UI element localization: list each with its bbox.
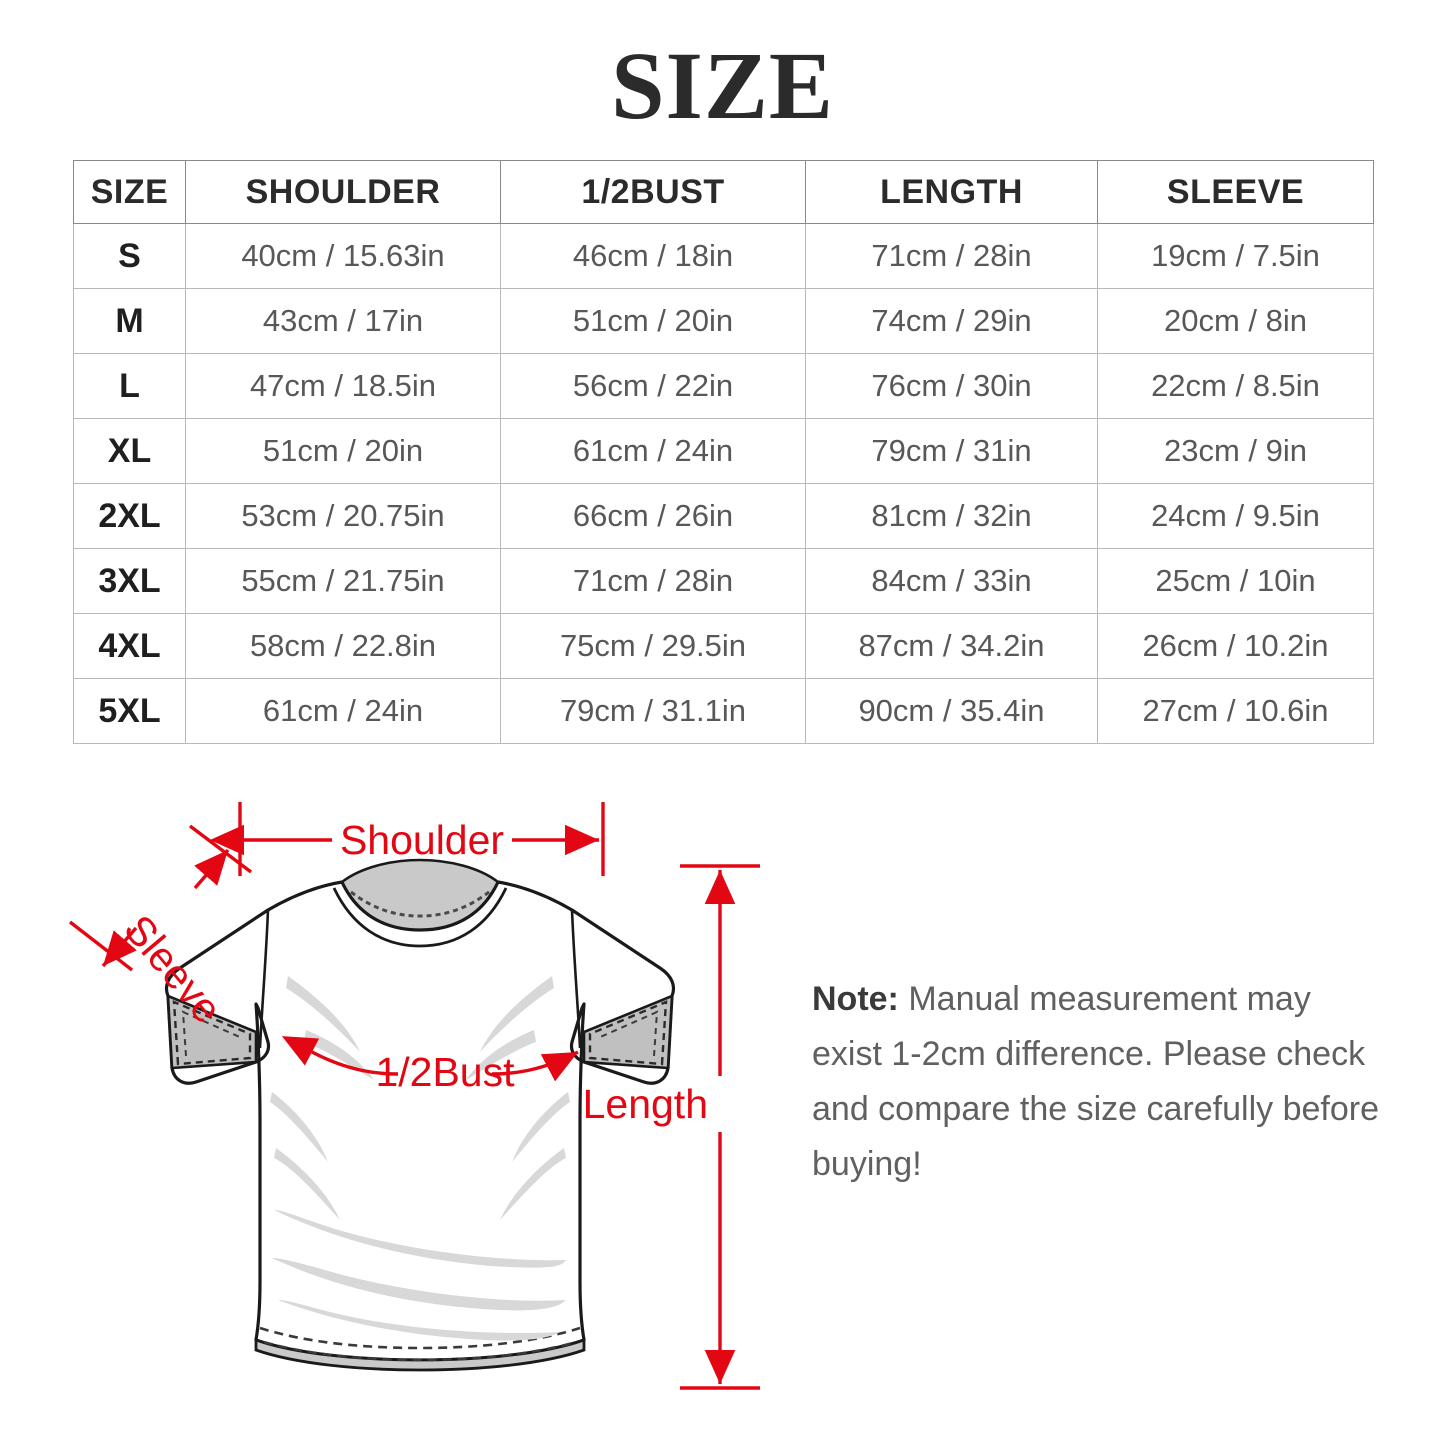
column-header-bust: 1/2BUST xyxy=(500,160,806,224)
cell-sleeve: 19cm / 7.5in xyxy=(1097,223,1374,289)
table-row: XL 51cm / 20in 61cm / 24in 79cm / 31in 2… xyxy=(73,418,1374,484)
bust-measurement-annotation: 1/2Bust xyxy=(281,1036,579,1095)
cell-sleeve: 23cm / 9in xyxy=(1097,418,1374,484)
table-row: 2XL 53cm / 20.75in 66cm / 26in 81cm / 32… xyxy=(73,483,1374,549)
cell-sleeve: 22cm / 8.5in xyxy=(1097,353,1374,419)
column-header-size: SIZE xyxy=(73,160,186,224)
cell-sleeve: 25cm / 10in xyxy=(1097,548,1374,614)
table-row: M 43cm / 17in 51cm / 20in 74cm / 29in 20… xyxy=(73,288,1374,354)
size-chart-table: SIZE SHOULDER 1/2BUST LENGTH SLEEVE S 40… xyxy=(73,160,1374,744)
cell-shoulder: 58cm / 22.8in xyxy=(185,613,501,679)
table-header-row: SIZE SHOULDER 1/2BUST LENGTH SLEEVE xyxy=(73,160,1374,224)
cell-bust: 66cm / 26in xyxy=(500,483,806,549)
cell-shoulder: 47cm / 18.5in xyxy=(185,353,501,419)
cell-bust: 71cm / 28in xyxy=(500,548,806,614)
cell-size: L xyxy=(73,353,186,419)
table-row: 3XL 55cm / 21.75in 71cm / 28in 84cm / 33… xyxy=(73,548,1374,614)
note-text: Manual measurement may exist 1-2cm diffe… xyxy=(812,980,1379,1184)
bust-label: 1/2Bust xyxy=(375,1049,515,1095)
cell-sleeve: 24cm / 9.5in xyxy=(1097,483,1374,549)
cell-length: 79cm / 31in xyxy=(805,418,1098,484)
cell-bust: 79cm / 31.1in xyxy=(500,678,806,744)
cell-length: 76cm / 30in xyxy=(805,353,1098,419)
length-label: Length xyxy=(583,1081,708,1127)
cell-sleeve: 27cm / 10.6in xyxy=(1097,678,1374,744)
cell-size: 2XL xyxy=(73,483,186,549)
cell-size: XL xyxy=(73,418,186,484)
tshirt-illustration xyxy=(164,858,676,1372)
cell-shoulder: 51cm / 20in xyxy=(185,418,501,484)
column-header-shoulder: SHOULDER xyxy=(185,160,501,224)
cell-bust: 61cm / 24in xyxy=(500,418,806,484)
cell-length: 87cm / 34.2in xyxy=(805,613,1098,679)
cell-shoulder: 55cm / 21.75in xyxy=(185,548,501,614)
cell-size: 5XL xyxy=(73,678,186,744)
cell-shoulder: 43cm / 17in xyxy=(185,288,501,354)
cell-length: 84cm / 33in xyxy=(805,548,1098,614)
column-header-sleeve: SLEEVE xyxy=(1097,160,1374,224)
cell-shoulder: 61cm / 24in xyxy=(185,678,501,744)
cell-size: 4XL xyxy=(73,613,186,679)
cell-bust: 46cm / 18in xyxy=(500,223,806,289)
table-row: 5XL 61cm / 24in 79cm / 31.1in 90cm / 35.… xyxy=(73,678,1374,744)
table-row: 4XL 58cm / 22.8in 75cm / 29.5in 87cm / 3… xyxy=(73,613,1374,679)
table-row: S 40cm / 15.63in 46cm / 18in 71cm / 28in… xyxy=(73,223,1374,289)
cell-sleeve: 26cm / 10.2in xyxy=(1097,613,1374,679)
table-row: L 47cm / 18.5in 56cm / 22in 76cm / 30in … xyxy=(73,353,1374,419)
note-label: Note: xyxy=(812,980,899,1018)
cell-length: 90cm / 35.4in xyxy=(805,678,1098,744)
cell-length: 81cm / 32in xyxy=(805,483,1098,549)
measurement-note: Note: Manual measurement may exist 1-2cm… xyxy=(812,972,1380,1192)
cell-size: S xyxy=(73,223,186,289)
cell-sleeve: 20cm / 8in xyxy=(1097,288,1374,354)
sleeve-measurement-annotation: Sleeve xyxy=(68,824,253,1032)
cell-size: M xyxy=(73,288,186,354)
cell-shoulder: 53cm / 20.75in xyxy=(185,483,501,549)
cell-length: 74cm / 29in xyxy=(805,288,1098,354)
cell-size: 3XL xyxy=(73,548,186,614)
cell-bust: 56cm / 22in xyxy=(500,353,806,419)
column-header-length: LENGTH xyxy=(805,160,1098,224)
cell-length: 71cm / 28in xyxy=(805,223,1098,289)
tshirt-measurement-diagram: Shoulder Sleeve 1/2Bust Length xyxy=(60,780,800,1420)
shoulder-measurement-annotation: Shoulder xyxy=(210,802,605,876)
page-title: SIZE xyxy=(611,32,834,139)
cell-bust: 75cm / 29.5in xyxy=(500,613,806,679)
cell-shoulder: 40cm / 15.63in xyxy=(185,223,501,289)
shoulder-label: Shoulder xyxy=(340,817,504,863)
cell-bust: 51cm / 20in xyxy=(500,288,806,354)
length-measurement-annotation: Length xyxy=(583,864,760,1390)
